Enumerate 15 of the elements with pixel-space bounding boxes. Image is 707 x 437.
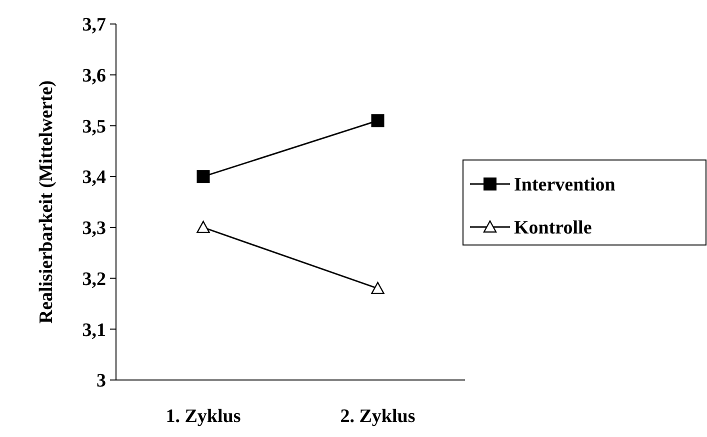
point [371, 114, 384, 128]
y-axis-title: Realisierbarkeit (Mittelwerte) [36, 80, 57, 324]
legend-label: Intervention [514, 174, 616, 196]
y-tick-label: 3,2 [82, 268, 106, 290]
y-tick-label: 3 [96, 370, 106, 392]
x-tick-label: 2. Zyklus [340, 406, 416, 427]
point [196, 170, 210, 184]
y-tick-label: 3,1 [82, 320, 106, 341]
x-tick-label: 1. Zyklus [166, 406, 241, 427]
y-tick-label: 3,4 [82, 167, 106, 188]
y-tick-label: 3,5 [82, 116, 106, 138]
y-tick-label: 3,7 [82, 14, 106, 36]
legend-label: Kontrolle [514, 218, 592, 239]
y-tick-label: 3,3 [82, 218, 106, 240]
y-tick-label: 3,6 [82, 66, 106, 87]
